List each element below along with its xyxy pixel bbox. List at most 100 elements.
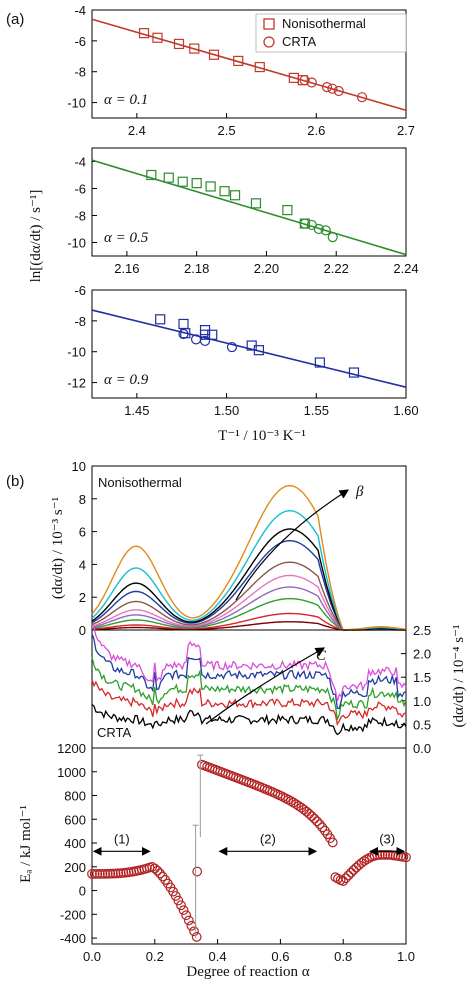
data-point-square [138, 28, 150, 39]
data-point-circle [299, 218, 310, 229]
y-tick-label: 200 [64, 860, 86, 875]
data-point-circle [320, 225, 331, 236]
y-tick-label: 2.0 [413, 647, 431, 662]
c-label: C [316, 648, 327, 664]
plot-frame [91, 9, 407, 119]
ea-point [105, 868, 116, 879]
legend-square-marker [263, 18, 275, 30]
ea-point [312, 816, 322, 827]
ea-point [176, 900, 186, 911]
data-point-square [233, 55, 244, 67]
x-tick-label: 1.55 [304, 403, 329, 418]
ea-point [346, 867, 356, 878]
rate-curve [91, 509, 407, 631]
ea-point [330, 872, 341, 883]
ea-point [181, 910, 192, 921]
crta-rate-curve [91, 657, 407, 722]
x-tick-label: 2.18 [184, 261, 209, 276]
y-tick-label: 8 [79, 492, 86, 507]
crta-rate-curve [91, 633, 407, 709]
y-tick-label: -4 [74, 3, 86, 18]
crta-rate-plot: 0.0 0.5 1.0 1.5 2.0 2.5 [91, 623, 431, 756]
ea-point [333, 873, 343, 884]
plot-frame [91, 147, 407, 257]
y-tick-label: -12 [67, 376, 86, 391]
data-point-square [219, 186, 230, 197]
data-point-square [152, 32, 163, 43]
x-tick-label: 0.6 [271, 949, 289, 964]
y-tick-label: 0.0 [413, 741, 431, 756]
data-point-circle [199, 335, 211, 347]
x-tick-label: 0.4 [209, 949, 227, 964]
data-point-circle [327, 83, 338, 94]
y-tick-label: -200 [60, 907, 86, 922]
y-tick-label: 800 [64, 789, 86, 804]
y-tick-label: -8 [74, 65, 86, 80]
x-tick-label: 0.2 [146, 949, 164, 964]
x-tick-label: 1.60 [393, 403, 418, 418]
ea-point [351, 862, 362, 873]
data-point-circle [356, 92, 368, 103]
ea-point [306, 811, 317, 822]
x-tick-label: 2.24 [393, 261, 418, 276]
legend-circle-marker [263, 36, 275, 48]
x-tick-label: 2.6 [307, 123, 325, 138]
y-tick-label: -10 [67, 236, 86, 251]
ea-point [189, 926, 199, 937]
rate-curve [91, 586, 406, 631]
y-tick-label: 0 [79, 884, 86, 899]
crta-rate-curve [91, 703, 407, 736]
data-point-square [191, 178, 202, 189]
data-point-square [178, 318, 189, 330]
ea-point [157, 871, 168, 882]
region-label: (3) [379, 831, 395, 846]
y-tick-label: 4 [79, 557, 86, 572]
rate-curve [91, 539, 407, 631]
a-x-axis-label: T⁻¹ / 10⁻³ K⁻¹ [218, 428, 306, 444]
x-tick-label: 0.0 [83, 949, 101, 964]
nonisothermal-label: Nonisothermal [98, 475, 182, 490]
panel-label-a: (a) [6, 11, 24, 28]
x-tick-label: 2.5 [218, 123, 236, 138]
ea-point [92, 869, 103, 879]
region-label: (2) [260, 831, 276, 846]
data-point-square [205, 181, 216, 192]
x-tick-label: 2.4 [128, 123, 146, 138]
ea-point [285, 796, 296, 806]
data-point-square [155, 314, 166, 325]
ea-point [283, 794, 294, 805]
ea-point [178, 905, 189, 916]
y-tick-label: 2 [79, 590, 86, 605]
x-tick-label: 1.50 [214, 403, 239, 418]
y-tick-label: -10 [67, 345, 86, 360]
plot-frame [91, 289, 407, 399]
rate-curve [91, 484, 407, 631]
data-point-circle [313, 223, 324, 235]
ea-point [87, 869, 97, 879]
y-tick-label: 10 [72, 459, 86, 474]
y-tick-label: -400 [60, 931, 86, 946]
data-point-circle [299, 75, 310, 86]
data-point-square [314, 357, 325, 368]
ea-point [191, 932, 202, 942]
data-point-square [208, 49, 220, 60]
data-point-square [146, 169, 157, 181]
ea-point [186, 920, 197, 931]
data-point-circle [333, 85, 344, 97]
data-point-square [177, 176, 188, 187]
ea-point [183, 915, 194, 926]
legend-nonisothermal: Nonisothermal [282, 16, 366, 31]
legend-crta: CRTA [282, 34, 317, 49]
panel-label-b: (b) [6, 473, 24, 490]
a-y-axis-label: ln[(dα/dt) / s⁻¹] [28, 190, 44, 283]
y-tick-label: -6 [74, 283, 86, 298]
alpha-0.5-plot: 2.16 2.18 2.20 2.22 2.24 -4 -6 -8 -10 α = 0.5 [67, 147, 419, 276]
data-point-square [229, 190, 241, 201]
data-point-square [254, 61, 265, 73]
ea-point [309, 813, 320, 824]
data-point-square [253, 345, 264, 356]
alpha-annotation: α = 0.9 [104, 372, 149, 388]
ea-point [97, 868, 108, 879]
alpha-annotation: α = 0.5 [104, 230, 149, 246]
ea-point [401, 852, 411, 863]
